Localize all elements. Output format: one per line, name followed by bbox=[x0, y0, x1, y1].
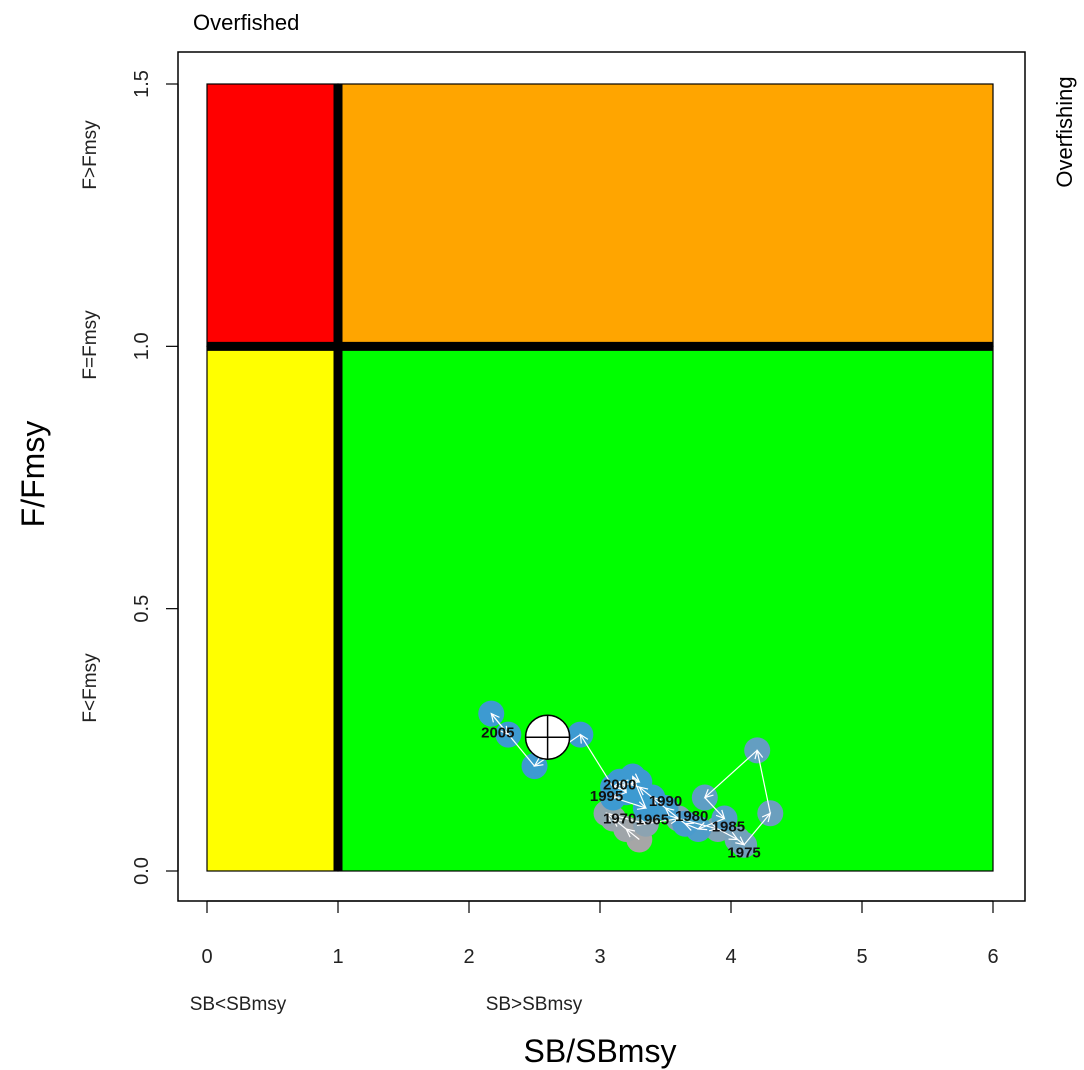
zone-overfishing bbox=[337, 83, 994, 347]
year-label: 1985 bbox=[712, 818, 745, 835]
trajectory-points bbox=[478, 700, 784, 858]
trajectory-arrow bbox=[704, 797, 725, 819]
y-tick-label: 1.5 bbox=[131, 70, 153, 98]
y-tick-label: 0.5 bbox=[131, 595, 153, 623]
y-tick-label: 1.0 bbox=[131, 332, 153, 360]
trajectory-arrow bbox=[704, 749, 758, 798]
trajectory-arrow bbox=[612, 818, 627, 830]
trajectory-arrow bbox=[612, 791, 627, 799]
x-tick-label: 0 bbox=[201, 946, 212, 968]
trajectory-arrow bbox=[743, 812, 771, 846]
x-tick-label: 2 bbox=[463, 946, 474, 968]
corner-label-top: Overfished bbox=[193, 10, 299, 35]
y-tick-label: 0.0 bbox=[131, 857, 153, 885]
zone-overfished bbox=[206, 345, 339, 872]
trajectory-arrow bbox=[490, 713, 509, 735]
year-label: 1965 bbox=[636, 812, 669, 829]
x-tick-label: 1 bbox=[332, 946, 343, 968]
y-axis: 0.0 0.5 1.0 1.5 bbox=[131, 70, 179, 885]
year-label: 1990 bbox=[649, 793, 682, 810]
zone-layer bbox=[206, 83, 994, 872]
zone-overfished-and-overfishing bbox=[206, 83, 339, 347]
x-tick-label: 3 bbox=[594, 946, 605, 968]
trajectory-arrow bbox=[717, 828, 738, 841]
x-tick-label: 5 bbox=[856, 946, 867, 968]
trajectory-arrow bbox=[665, 807, 686, 825]
corner-label-right: Overfishing bbox=[1052, 76, 1077, 187]
year-label: 2000 bbox=[603, 776, 636, 793]
trajectory-arrow bbox=[638, 786, 653, 799]
trajectory-arrow bbox=[619, 781, 627, 793]
year-label: 2005 bbox=[481, 724, 514, 741]
x-tick-label: 6 bbox=[987, 946, 998, 968]
trajectory-arrow bbox=[756, 750, 771, 814]
trajectory-arrow bbox=[612, 781, 640, 788]
trajectory-arrow bbox=[678, 817, 719, 830]
year-label: 1975 bbox=[727, 845, 760, 862]
y-zone-label-bottom: F<Fmsy bbox=[80, 653, 101, 723]
y-zone-label-middle: F=Fmsy bbox=[80, 310, 101, 380]
reference-lines bbox=[207, 84, 993, 871]
trajectory-arrow bbox=[652, 797, 666, 809]
year-label: 1995 bbox=[590, 788, 623, 805]
trajectory-arrow bbox=[579, 734, 614, 788]
trajectory-arrow bbox=[684, 823, 699, 830]
trajectory-arrow bbox=[632, 776, 640, 783]
trajectory-arrow bbox=[698, 817, 725, 830]
current-status-marker bbox=[524, 714, 571, 760]
trajectory-arrow bbox=[612, 796, 647, 809]
x-axis-title: SB/SBmsy bbox=[524, 1033, 677, 1069]
x-tick-label: 4 bbox=[725, 946, 736, 968]
x-zone-label-right: SB>SBmsy bbox=[486, 994, 583, 1015]
year-label: 1980 bbox=[675, 808, 708, 825]
trajectory-arrowhead bbox=[499, 725, 510, 736]
zone-healthy bbox=[337, 345, 994, 872]
trajectory-arrow bbox=[619, 781, 640, 788]
trajectory-arrow bbox=[625, 828, 640, 840]
y-axis-title: F/Fmsy bbox=[15, 421, 51, 528]
trajectory-arrow bbox=[606, 812, 647, 825]
y-zone-label-top: F>Fmsy bbox=[80, 120, 101, 190]
x-axis: 0 1 2 3 4 5 6 bbox=[201, 900, 999, 968]
trajectory-arrow bbox=[645, 817, 679, 825]
trajectory-arrow bbox=[737, 839, 745, 846]
year-label: 1970 bbox=[603, 811, 636, 828]
trajectory-arrow bbox=[632, 776, 647, 809]
x-zone-label-left: SB<SBmsy bbox=[190, 994, 287, 1015]
